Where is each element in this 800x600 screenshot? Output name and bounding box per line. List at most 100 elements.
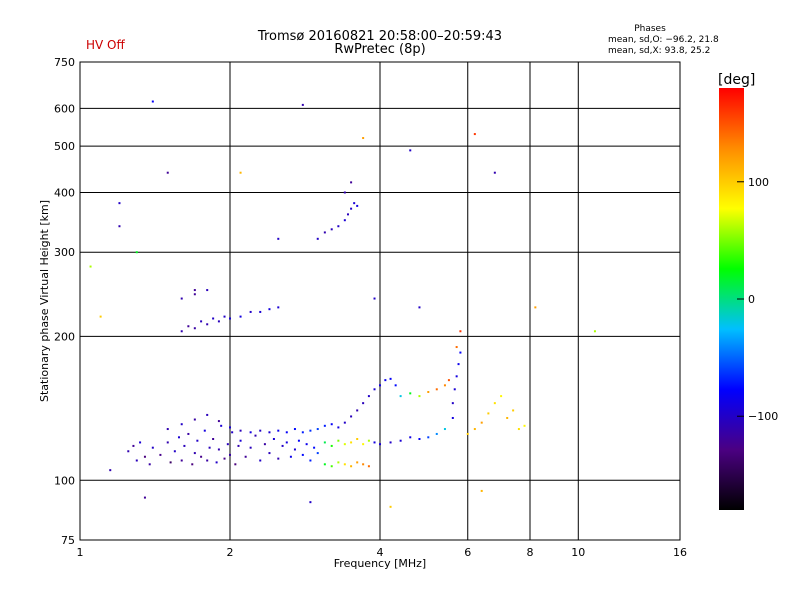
data-point xyxy=(350,207,353,210)
data-point xyxy=(297,439,300,442)
data-point xyxy=(220,424,223,427)
data-point xyxy=(272,437,275,440)
data-point xyxy=(249,446,252,449)
data-point xyxy=(330,228,333,231)
data-point xyxy=(259,429,262,432)
y-tick-label: 500 xyxy=(54,140,75,153)
data-point xyxy=(350,415,353,418)
data-point xyxy=(409,436,412,439)
data-point xyxy=(132,444,135,447)
data-point xyxy=(169,461,172,464)
data-point xyxy=(277,429,280,432)
data-point xyxy=(118,225,121,228)
data-point xyxy=(208,446,211,449)
data-point xyxy=(373,441,376,444)
data-point xyxy=(367,465,370,468)
stats-x-line: mean, sd,X: 93.8, 25.2 xyxy=(608,46,710,56)
data-point xyxy=(166,441,169,444)
data-point xyxy=(343,219,346,222)
data-point xyxy=(480,421,483,424)
data-point xyxy=(226,443,229,446)
data-point xyxy=(234,463,237,466)
data-point xyxy=(277,237,280,240)
data-point xyxy=(356,409,359,412)
data-point xyxy=(231,431,234,434)
data-point xyxy=(362,463,365,466)
data-point xyxy=(268,452,271,455)
data-point xyxy=(263,443,266,446)
data-point xyxy=(223,315,226,318)
axes: 1 2 4 6 8 10 16 75 100 200 300 400 500 600 750 xyxy=(54,56,687,559)
data-point xyxy=(356,461,359,464)
data-point xyxy=(493,402,496,405)
data-point xyxy=(455,346,458,349)
data-point xyxy=(148,463,151,466)
data-point xyxy=(239,171,242,174)
data-point xyxy=(350,465,353,468)
data-point xyxy=(293,428,296,431)
data-point xyxy=(343,463,346,466)
data-point xyxy=(534,306,537,309)
data-point xyxy=(343,191,346,194)
colorbar-ticks: 100 0 −100 xyxy=(737,176,778,423)
data-point xyxy=(109,469,112,472)
data-point xyxy=(451,402,454,405)
data-point xyxy=(187,325,190,328)
data-point xyxy=(203,429,206,432)
data-point xyxy=(239,429,242,432)
data-point xyxy=(473,133,476,136)
x-tick-label: 1 xyxy=(77,546,84,559)
data-point xyxy=(206,459,209,462)
data-point xyxy=(337,461,340,464)
data-point xyxy=(309,459,312,462)
data-point xyxy=(259,459,262,462)
data-point xyxy=(313,446,316,449)
data-point xyxy=(127,450,130,453)
data-point xyxy=(337,225,340,228)
data-point xyxy=(389,505,392,508)
data-point xyxy=(277,306,280,309)
data-point xyxy=(399,395,402,398)
data-point xyxy=(443,384,446,387)
data-point xyxy=(293,448,296,451)
data-point xyxy=(301,431,304,434)
data-point xyxy=(379,384,381,387)
data-point xyxy=(301,453,304,456)
x-tick-label: 16 xyxy=(673,546,687,559)
data-point xyxy=(418,437,421,440)
data-point xyxy=(135,459,138,462)
data-point xyxy=(223,457,226,460)
data-point xyxy=(239,439,242,442)
y-tick-label: 200 xyxy=(54,330,75,343)
data-point xyxy=(389,377,392,380)
data-point xyxy=(139,441,142,444)
data-point xyxy=(281,444,284,447)
data-point xyxy=(166,171,169,174)
data-point xyxy=(457,363,460,366)
data-point xyxy=(200,320,203,323)
data-point xyxy=(362,402,365,405)
data-point xyxy=(343,421,346,424)
y-axis-label: Stationary phase Virtual Height [km] xyxy=(38,200,51,402)
data-point xyxy=(447,379,450,382)
data-point xyxy=(309,429,312,432)
data-point xyxy=(301,103,304,106)
data-point xyxy=(177,436,180,439)
data-point xyxy=(455,375,458,378)
data-point xyxy=(435,388,438,391)
data-point xyxy=(217,420,220,423)
data-point xyxy=(215,461,218,464)
data-point xyxy=(323,231,326,234)
data-point xyxy=(239,315,242,318)
colorbar-tick-label: −100 xyxy=(748,410,778,423)
data-point xyxy=(193,293,196,296)
data-point xyxy=(180,459,183,462)
data-point xyxy=(394,384,397,387)
data-point xyxy=(330,423,333,426)
data-point xyxy=(191,463,194,466)
data-point xyxy=(118,202,121,205)
colorbar-tick-label: 100 xyxy=(748,176,769,189)
data-point xyxy=(523,424,526,427)
data-point xyxy=(337,439,340,442)
data-point xyxy=(500,395,503,398)
